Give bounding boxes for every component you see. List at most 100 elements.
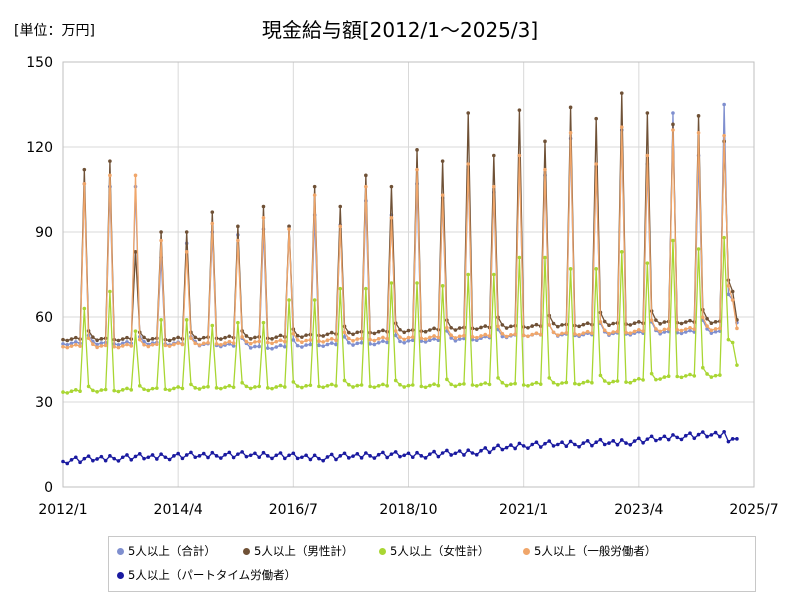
data-point	[551, 444, 556, 448]
data-point	[346, 336, 351, 341]
data-point	[581, 441, 586, 445]
data-point	[543, 167, 547, 172]
data-point	[389, 281, 394, 285]
data-point	[594, 116, 598, 121]
data-point	[86, 454, 91, 458]
data-point	[278, 343, 283, 348]
data-point	[594, 440, 598, 445]
data-point	[462, 453, 466, 457]
data-point	[641, 378, 645, 382]
data-point	[265, 454, 270, 458]
data-point	[509, 333, 513, 337]
data-point	[735, 363, 739, 367]
data-point	[308, 342, 313, 347]
data-point	[219, 342, 223, 347]
data-point	[735, 326, 739, 331]
data-point	[116, 459, 121, 463]
data-point	[125, 335, 129, 340]
data-point	[201, 385, 206, 390]
data-point	[440, 193, 445, 197]
data-point	[248, 346, 253, 350]
data-point	[543, 441, 547, 446]
data-point	[300, 335, 304, 339]
data-point	[692, 436, 697, 441]
data-point	[453, 336, 458, 340]
legend-marker	[117, 547, 124, 555]
data-point	[696, 247, 701, 251]
data-point	[278, 333, 283, 338]
data-point	[214, 454, 219, 458]
data-point	[278, 338, 283, 343]
data-point	[671, 238, 675, 243]
data-point	[474, 338, 479, 343]
data-point	[287, 224, 291, 229]
data-point	[253, 344, 257, 349]
data-point	[509, 382, 513, 386]
data-point	[61, 459, 65, 464]
data-point	[487, 382, 492, 387]
data-point	[189, 450, 193, 455]
data-point	[666, 374, 671, 379]
data-point	[329, 337, 334, 341]
data-point	[231, 455, 236, 460]
data-point	[389, 452, 394, 456]
data-point	[338, 454, 343, 458]
data-point	[295, 384, 300, 388]
data-point	[359, 383, 364, 387]
data-point	[125, 340, 129, 344]
data-point	[334, 457, 338, 462]
data-point	[398, 454, 402, 459]
data-point	[675, 374, 680, 379]
data-point	[671, 433, 675, 437]
data-point	[509, 324, 513, 329]
data-point	[517, 108, 522, 112]
data-point	[291, 338, 296, 342]
data-point	[577, 444, 581, 449]
chart-tick-labels: 0 30 60 90 120 150 2012/1 2014/4 2016/7 2018/10 20…	[26, 55, 778, 518]
data-point	[206, 455, 210, 460]
data-point	[709, 331, 714, 335]
data-point	[65, 345, 70, 350]
data-point	[632, 321, 637, 326]
x-tick-label: 2012/1	[38, 502, 87, 518]
data-point	[329, 382, 334, 387]
data-point	[364, 451, 368, 455]
data-point	[585, 329, 590, 334]
data-point	[270, 456, 274, 461]
data-point	[155, 457, 159, 461]
data-point	[555, 324, 560, 329]
data-point	[304, 384, 308, 388]
data-point	[206, 384, 210, 389]
data-point	[219, 456, 223, 460]
data-point	[718, 373, 722, 377]
data-point	[86, 336, 91, 341]
data-point	[462, 382, 466, 386]
legend-marker	[117, 571, 124, 579]
data-point	[180, 456, 185, 461]
data-point	[338, 286, 343, 291]
data-point	[214, 386, 219, 390]
data-point	[628, 323, 633, 327]
data-point	[244, 384, 249, 389]
series-3	[61, 125, 739, 350]
data-point	[675, 435, 680, 440]
data-point	[248, 386, 253, 391]
data-point	[517, 255, 522, 260]
data-point	[248, 337, 253, 341]
data-point	[351, 454, 355, 458]
data-point	[146, 388, 151, 393]
data-point	[713, 329, 718, 334]
data-point	[487, 334, 492, 338]
data-point	[590, 380, 594, 385]
data-point	[172, 386, 176, 391]
data-point	[462, 336, 466, 341]
data-point	[419, 384, 424, 389]
legend-marker	[379, 547, 386, 555]
data-point	[274, 339, 279, 344]
data-point	[257, 344, 262, 349]
data-point	[108, 159, 112, 163]
legend-item: 5人以上（パートタイム労働者）	[117, 567, 296, 583]
data-point	[351, 343, 355, 347]
data-point	[103, 343, 108, 348]
data-point	[688, 431, 692, 435]
